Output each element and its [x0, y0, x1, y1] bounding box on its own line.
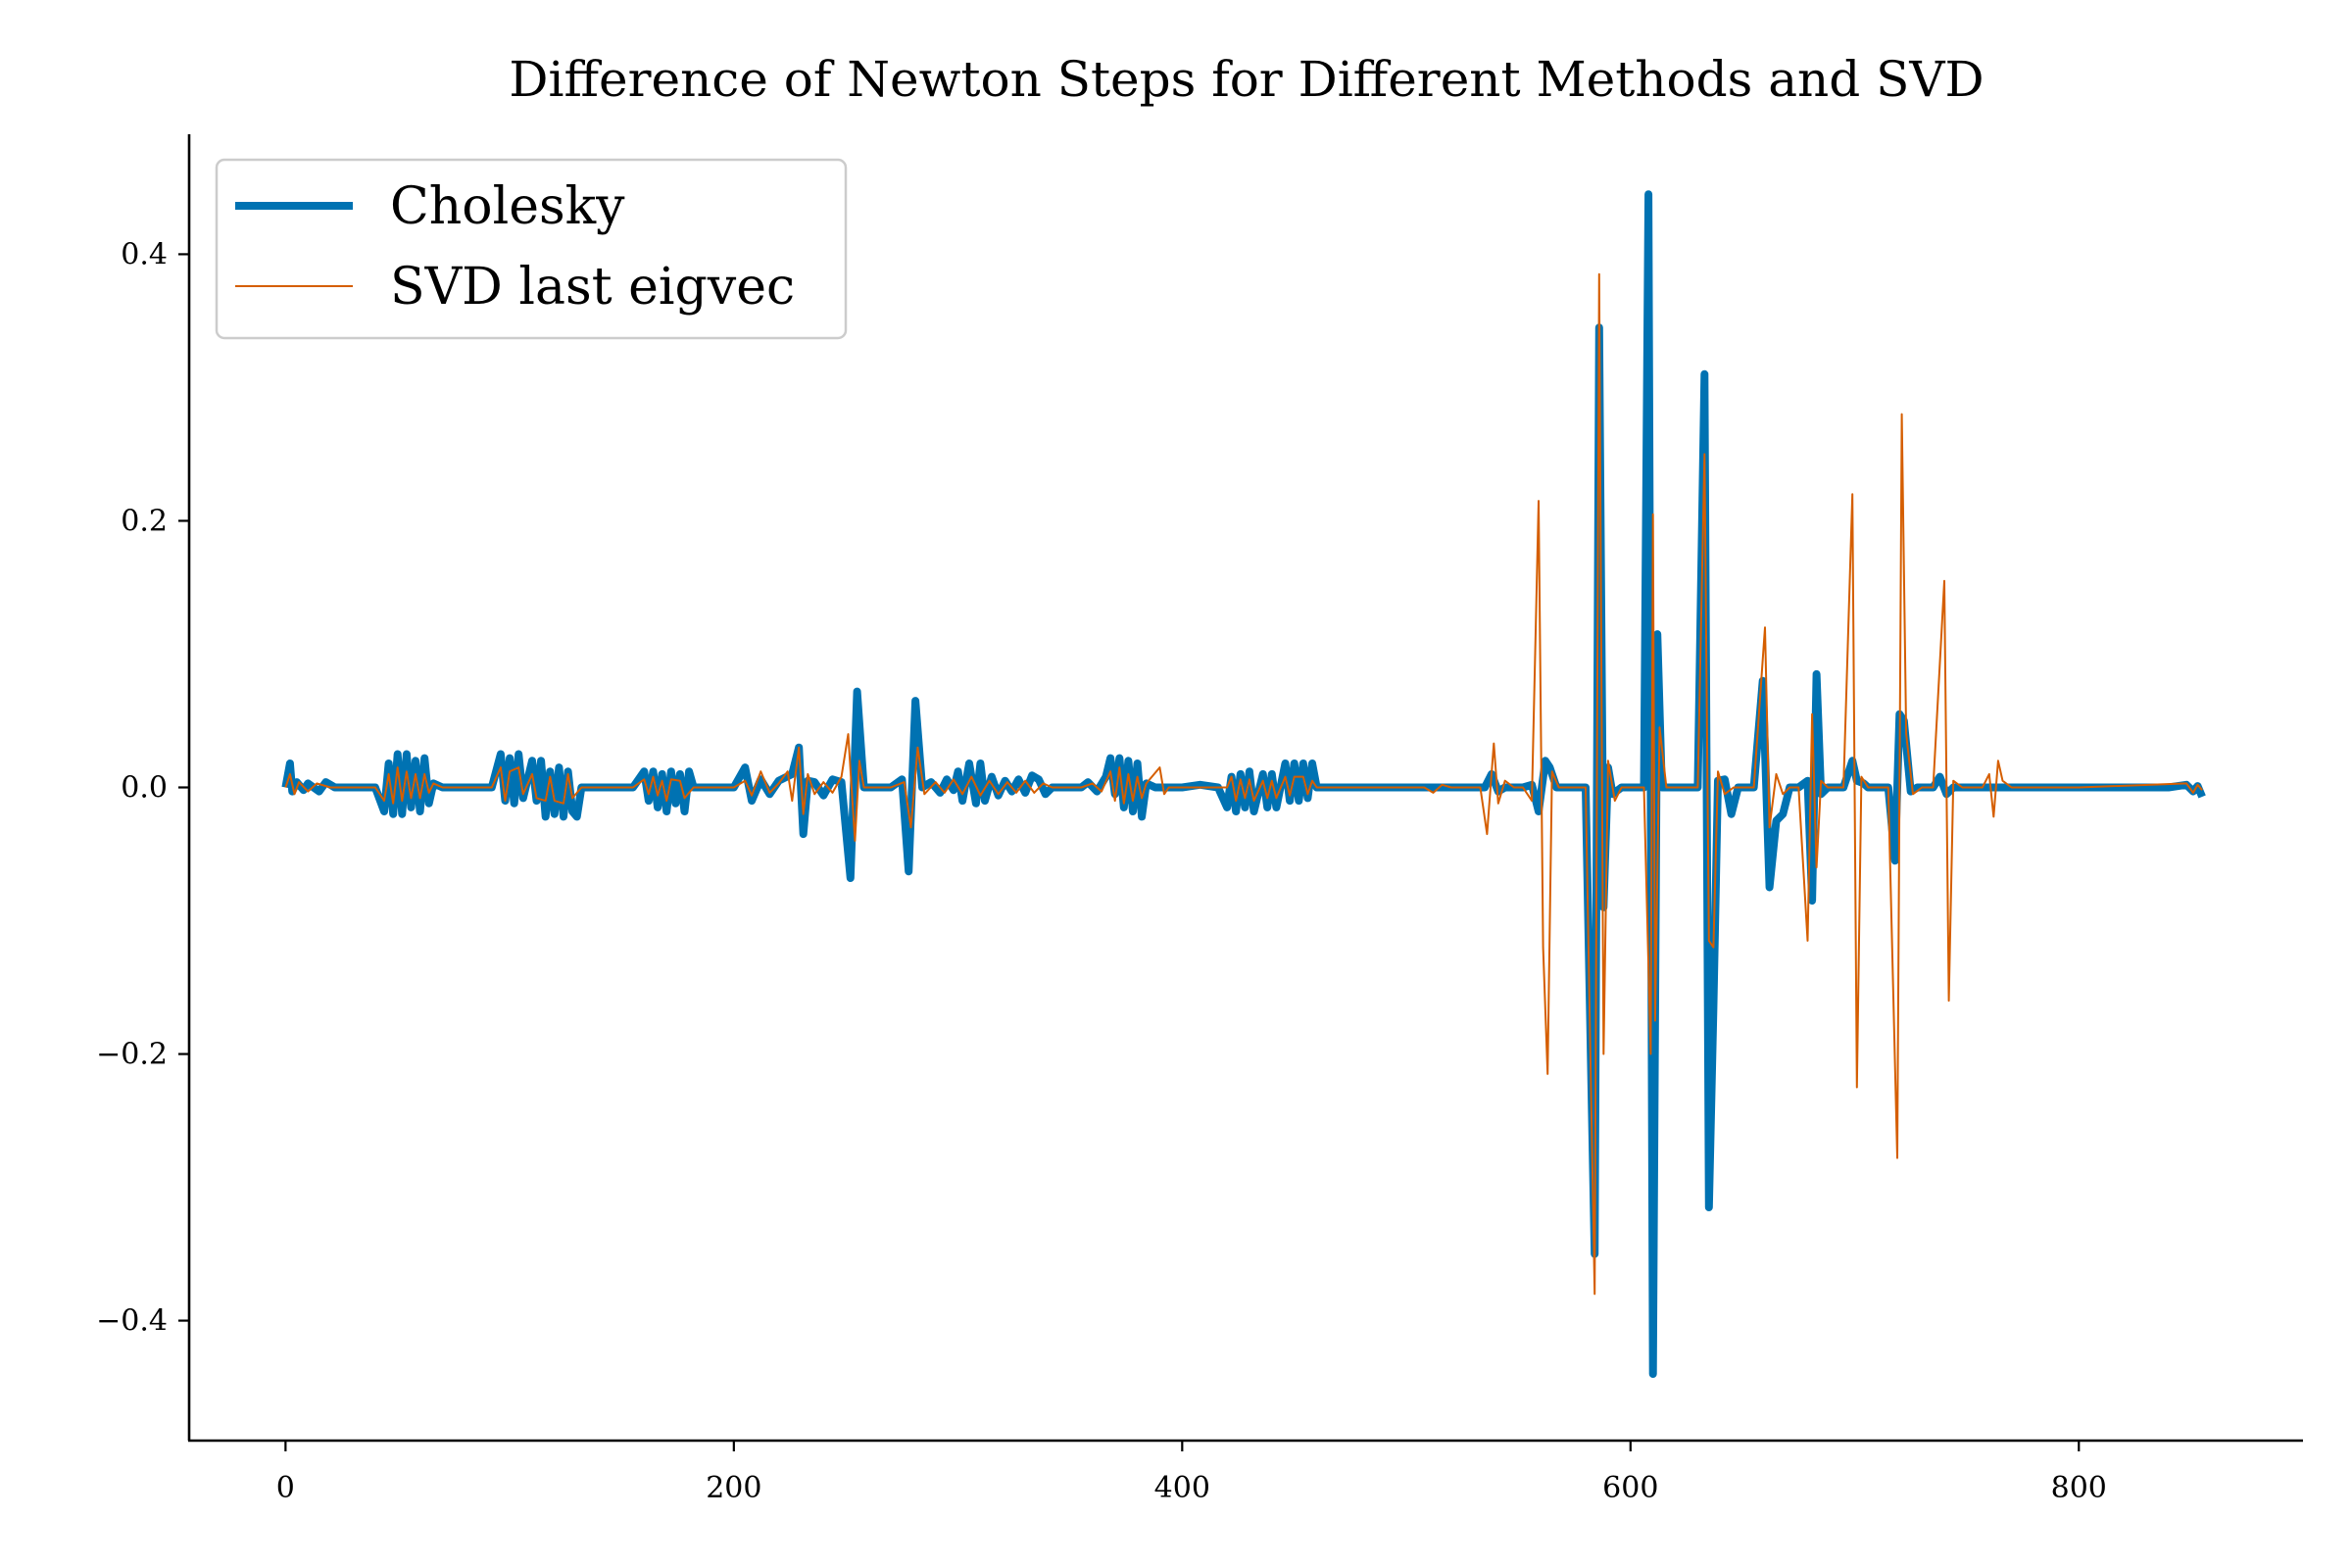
plot-area — [281, 190, 2206, 1378]
series-line-cholesky — [281, 190, 2206, 1378]
chart-title: Difference of Newton Steps for Different… — [509, 51, 1984, 108]
x-ticks: 0 200 400 600 800 — [276, 1441, 2107, 1505]
y-tick-label: −0.2 — [96, 1038, 168, 1072]
y-tick-label: −0.4 — [96, 1304, 168, 1339]
y-ticks: −0.4 −0.2 0.0 0.2 0.4 — [96, 237, 189, 1339]
legend-frame — [215, 158, 848, 340]
x-tick-label: 400 — [1154, 1471, 1210, 1505]
y-tick-label: 0.2 — [121, 504, 168, 538]
y-tick-label: 0.4 — [121, 237, 168, 271]
x-tick-label: 800 — [2051, 1471, 2107, 1505]
x-tick-label: 0 — [276, 1471, 295, 1505]
legend-label-svd-last-eigvec: SVD last eigvec — [390, 258, 795, 317]
series-layer — [281, 190, 2206, 1378]
series-line-svd-last-eigvec — [284, 272, 2203, 1296]
legend-label-cholesky: Cholesky — [390, 177, 625, 236]
y-tick-label: 0.0 — [121, 771, 168, 806]
x-tick-label: 600 — [1602, 1471, 1658, 1505]
legend: Cholesky SVD last eigvec — [215, 158, 848, 340]
x-tick-label: 200 — [706, 1471, 761, 1505]
axes: 0 200 400 600 800 −0.4 −0.2 0.0 0.2 0.4 — [96, 134, 2303, 1505]
